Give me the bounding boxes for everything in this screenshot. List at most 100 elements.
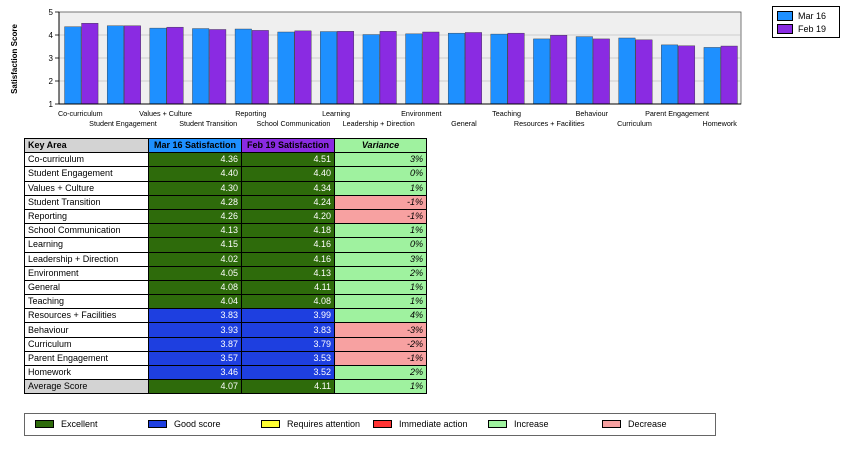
cell-variance: 3% <box>334 251 427 267</box>
x-tick-label: Learning <box>322 109 350 118</box>
cell-variance: -1% <box>334 194 427 210</box>
cell-key-area: Parent Engagement <box>24 350 149 367</box>
cell-mar16-score: 3.87 <box>148 336 242 352</box>
key-swatch-immediate-action <box>373 420 392 428</box>
x-tick-label: Student Engagement <box>89 119 157 128</box>
cell-key-area: Teaching <box>24 294 149 310</box>
key-label-increase: Increase <box>514 419 549 429</box>
table-row: Parent Engagement 3.57 3.53 -1% <box>24 350 427 367</box>
cell-mar16-score: 4.04 <box>148 294 242 310</box>
cell-mar16-score: 3.83 <box>148 308 242 324</box>
bar-feb19 <box>123 25 141 105</box>
key-swatch-requires-attention <box>261 420 280 428</box>
cell-variance: -2% <box>334 336 427 352</box>
cell-key-area: Homework <box>24 364 149 381</box>
table-row: Co-curriculum 4.36 4.51 3% <box>24 152 427 168</box>
table-row: Student Engagement 4.40 4.40 0% <box>24 166 427 182</box>
cell-mar16-score: 4.02 <box>148 251 242 267</box>
x-tick-label: Curriculum <box>617 119 652 128</box>
table-row: Resources + Facilities 3.83 3.99 4% <box>24 308 427 324</box>
bar-mar16 <box>575 36 593 105</box>
y-tick-label: 2 <box>49 77 54 86</box>
cell-feb19-score: 4.24 <box>241 194 335 210</box>
header-mar16: Mar 16 Satisfaction <box>148 137 242 154</box>
cell-variance: 4% <box>334 308 427 324</box>
legend-label-mar16: Mar 16 <box>798 10 827 21</box>
cell-mar16-score: 4.36 <box>148 152 242 168</box>
cell-key-area: Curriculum <box>24 336 149 352</box>
bar-mar16 <box>703 47 721 105</box>
legend-label-feb19: Feb 19 <box>798 23 827 34</box>
cell-feb19-score: 4.18 <box>241 223 335 239</box>
chart-legend: Mar 16 Feb 19 <box>772 6 840 38</box>
cell-mar16-score: 4.08 <box>148 279 242 296</box>
cell-variance: 2% <box>334 364 427 381</box>
x-tick-label: Homework <box>703 119 738 128</box>
legend-swatch-feb19 <box>777 23 793 34</box>
cell-key-area: General <box>24 279 149 296</box>
table-row: Homework 3.46 3.52 2% <box>24 364 427 381</box>
cell-variance: -1% <box>334 350 427 367</box>
key-item-decrease: Decrease <box>602 419 667 429</box>
bar-mar16 <box>277 31 295 105</box>
cell-key-area: Resources + Facilities <box>24 308 149 324</box>
bar-feb19 <box>464 32 482 105</box>
table-header-row: Key Area Mar 16 Satisfaction Feb 19 Sati… <box>24 137 427 154</box>
y-tick-label: 3 <box>49 54 54 63</box>
cell-key-area: Student Transition <box>24 194 149 210</box>
legend-item-feb19: Feb 19 <box>777 23 826 34</box>
y-axis-label: Satisfaction Score <box>10 24 19 94</box>
header-key-area: Key Area <box>24 137 149 154</box>
cell-feb19-score: 4.16 <box>241 251 335 267</box>
key-swatch-excellent <box>35 420 54 428</box>
key-item-immediate-action: Immediate action <box>373 419 468 429</box>
x-tick-label: Leadership + Direction <box>343 119 415 128</box>
header-variance: Variance <box>334 137 427 154</box>
cell-variance: 3% <box>334 152 427 168</box>
cell-key-area: Leadership + Direction <box>24 251 149 267</box>
cell-feb19-score: 4.51 <box>241 152 335 168</box>
table-row: Behaviour 3.93 3.83 -3% <box>24 322 427 338</box>
cell-feb19-score: 4.11 <box>241 379 335 395</box>
cell-mar16-score: 4.28 <box>148 194 242 210</box>
x-tick-label: Student Transition <box>179 119 237 128</box>
cell-variance: -3% <box>334 322 427 338</box>
cell-feb19-score: 3.83 <box>241 322 335 338</box>
y-tick-label: 4 <box>49 31 54 40</box>
y-tick-label: 1 <box>49 100 54 109</box>
cell-mar16-score: 4.05 <box>148 265 242 281</box>
bar-feb19 <box>635 39 653 105</box>
x-tick-label: Parent Engagement <box>645 109 709 118</box>
table-row: Teaching 4.04 4.08 1% <box>24 294 427 310</box>
bar-feb19 <box>251 30 269 105</box>
cell-mar16-score: 3.46 <box>148 364 242 381</box>
bar-feb19 <box>678 45 696 105</box>
x-tick-label: Behaviour <box>576 109 609 118</box>
header-feb19: Feb 19 Satisfaction <box>241 137 335 154</box>
cell-feb19-score: 3.53 <box>241 350 335 367</box>
cell-key-area: Reporting <box>24 208 149 225</box>
bar-feb19 <box>422 31 440 105</box>
x-tick-label: General <box>451 119 477 128</box>
cell-feb19-score: 4.34 <box>241 180 335 196</box>
x-tick-label: Values + Culture <box>139 109 192 118</box>
cell-key-area: Student Engagement <box>24 166 149 182</box>
bar-mar16 <box>447 32 465 105</box>
cell-mar16-score: 4.30 <box>148 180 242 196</box>
cell-mar16-score: 3.93 <box>148 322 242 338</box>
cell-key-area: Behaviour <box>24 322 149 338</box>
cell-feb19-score: 4.20 <box>241 208 335 225</box>
key-label-requires-attention: Requires attention <box>287 419 361 429</box>
cell-variance: 0% <box>334 237 427 253</box>
key-item-requires-attention: Requires attention <box>261 419 360 429</box>
bar-mar16 <box>618 37 636 105</box>
table-row: Learning 4.15 4.16 0% <box>24 237 427 253</box>
table-row: General 4.08 4.11 1% <box>24 279 427 296</box>
bar-feb19 <box>592 38 610 105</box>
cell-variance: 1% <box>334 379 427 395</box>
cell-variance: 0% <box>334 166 427 182</box>
cell-variance: 2% <box>334 265 427 281</box>
bar-mar16 <box>106 25 124 105</box>
bar-mar16 <box>320 31 338 105</box>
